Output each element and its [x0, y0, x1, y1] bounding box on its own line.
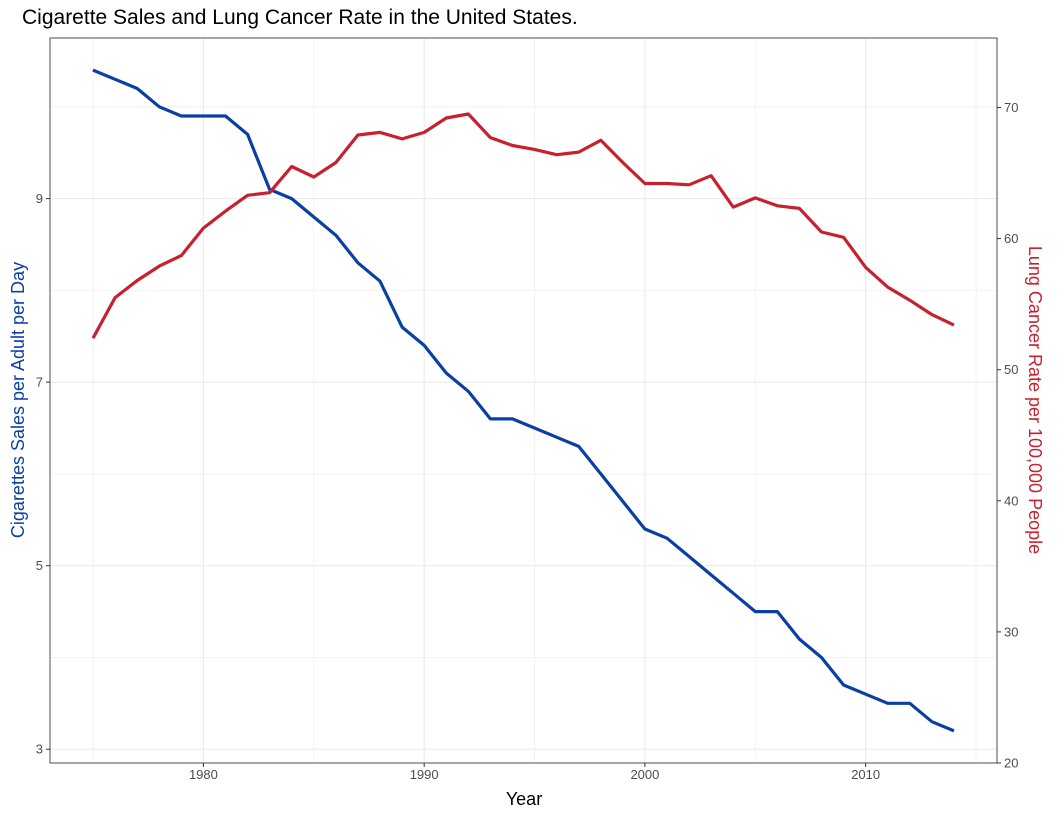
left-y-tick-label: 7: [36, 375, 43, 390]
series-layer: [91, 68, 955, 733]
right-y-tick-label: 20: [1004, 756, 1018, 771]
grid-layer: [50, 38, 997, 763]
right-y-tick-label: 30: [1004, 624, 1018, 639]
right-y-tick-label: 70: [1004, 100, 1018, 115]
left-y-axis-title: Cigarettes Sales per Adult per Day: [8, 262, 28, 538]
x-tick-label: 2000: [630, 767, 659, 782]
right-y-tick-label: 60: [1004, 231, 1018, 246]
panel-border: [49, 37, 998, 764]
x-tick-label: 1980: [189, 767, 218, 782]
axis-layer: 1980 1990 2000 2010 3 5 7 9 20 30 40 50 60 70: [36, 100, 1019, 782]
x-tick-label: 1990: [410, 767, 439, 782]
right-y-axis-title: Lung Cancer Rate per 100,000 People: [1025, 246, 1045, 554]
left-y-tick-label: 3: [36, 742, 43, 757]
left-y-tick-label: 5: [36, 558, 43, 573]
x-axis-title: Year: [506, 789, 542, 809]
cigarette-sales-line: [92, 68, 955, 733]
chart-title: Cigarette Sales and Lung Cancer Rate in …: [22, 6, 578, 29]
lung-cancer-rate-line: [91, 112, 955, 339]
left-y-tick-label: 9: [36, 191, 43, 206]
right-y-tick-label: 50: [1004, 362, 1018, 377]
right-y-tick-label: 40: [1004, 493, 1018, 508]
x-tick-label: 2010: [851, 767, 880, 782]
